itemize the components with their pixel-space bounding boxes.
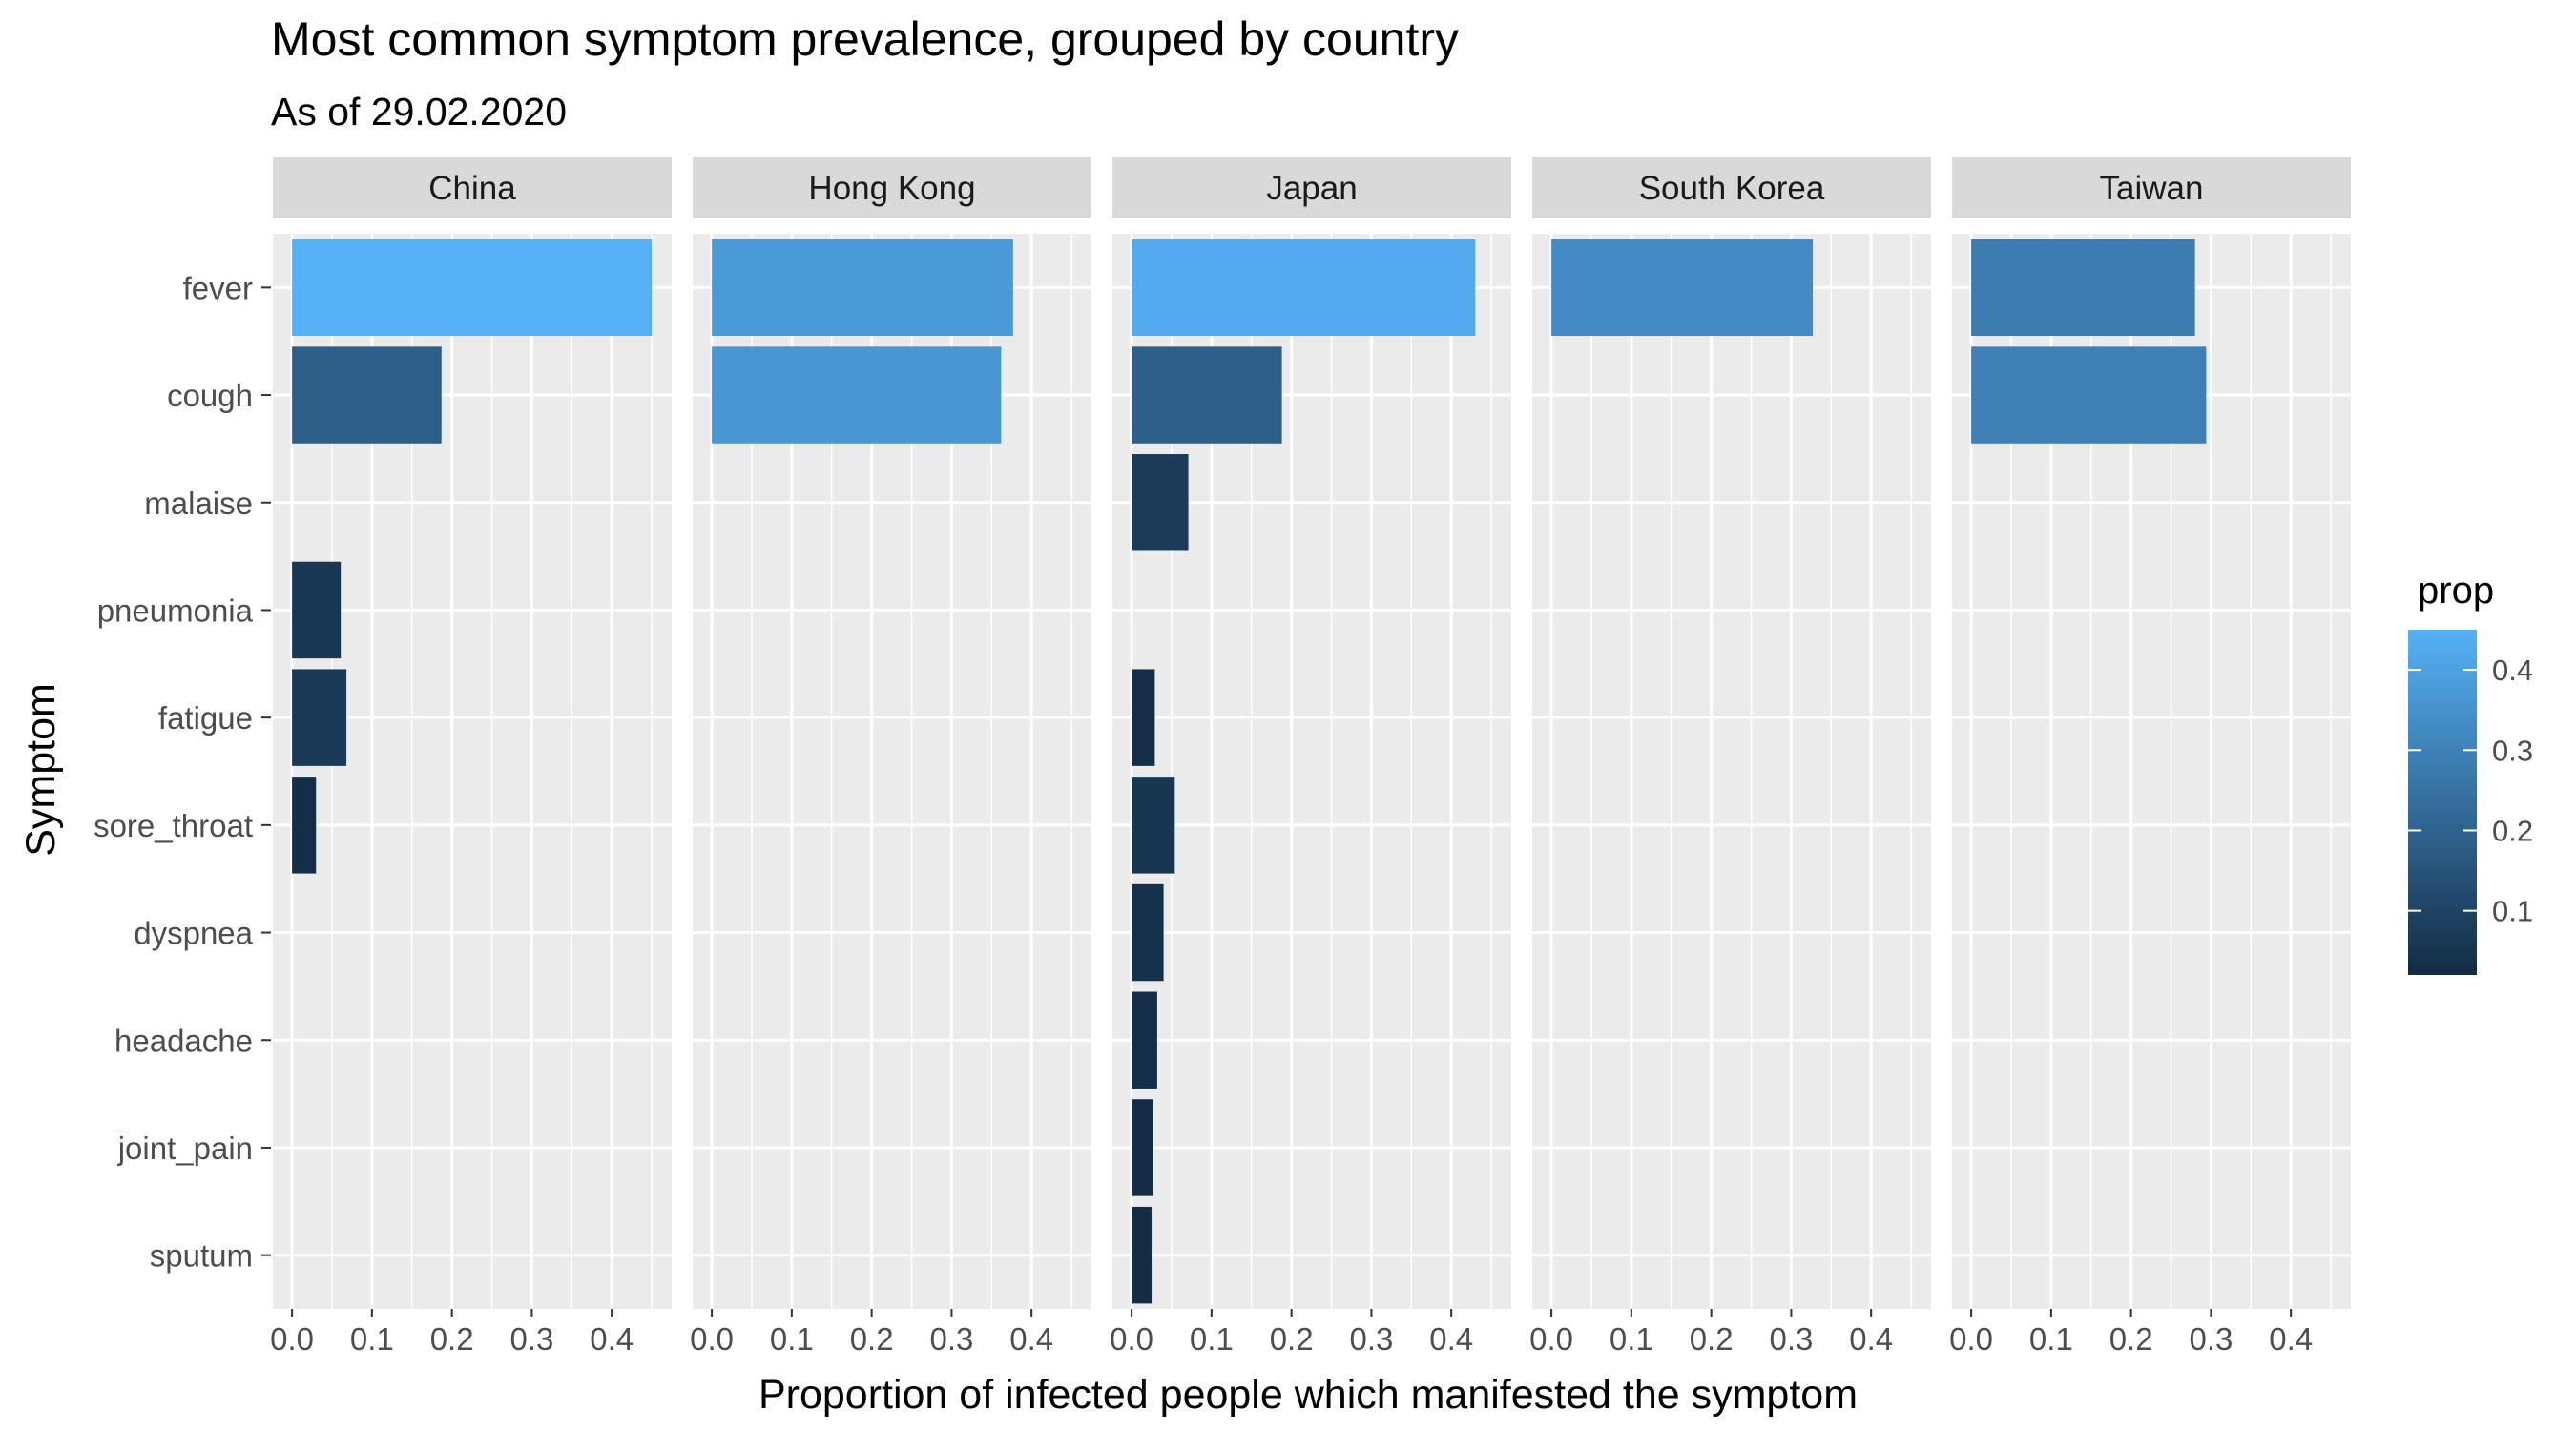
bar-japan-dyspnea xyxy=(1132,883,1164,982)
y-tick-label: joint_pain xyxy=(117,1130,253,1166)
bar-japan-fatigue xyxy=(1132,669,1155,766)
bar-japan-sore_throat xyxy=(1132,777,1175,874)
panel-japan: Japan xyxy=(1112,157,1511,1309)
color-legend: prop 0.1 0.2 0.3 0.4 xyxy=(2408,570,2533,975)
x-tick-label: 0.4 xyxy=(2269,1321,2313,1357)
legend-ticks: 0.1 0.2 0.3 0.4 xyxy=(2408,653,2533,928)
panel-taiwan: Taiwan xyxy=(1952,157,2351,1309)
legend-tick-label: 0.3 xyxy=(2492,734,2533,767)
bar-china-pneumonia xyxy=(292,561,342,659)
bar-south-korea-fever xyxy=(1551,238,1814,337)
panel-china: China xyxy=(273,157,672,1309)
panel-strip xyxy=(1952,157,2351,218)
y-tick-label: sore_throat xyxy=(93,808,253,843)
x-tick-label: 0.0 xyxy=(690,1321,734,1357)
y-tick-label: malaise xyxy=(144,486,253,521)
bar-china-fatigue xyxy=(292,669,347,766)
x-tick-label: 0.3 xyxy=(509,1321,553,1357)
bar-japan-fever xyxy=(1132,238,1476,337)
bar-china-fever xyxy=(292,238,653,337)
chart-title: Most common symptom prevalence, grouped … xyxy=(271,12,1459,66)
bar-japan-joint_pain xyxy=(1132,1099,1153,1196)
y-tick-label: fever xyxy=(183,270,253,305)
bar-hong-kong-cough xyxy=(712,346,1002,444)
bar-japan-headache xyxy=(1132,991,1157,1089)
panel-hong-kong: Hong Kong xyxy=(693,157,1091,1309)
x-axis-taiwan: 0.0 0.1 0.2 0.3 0.4 xyxy=(1949,1309,2313,1357)
y-tick-label: sputum xyxy=(150,1238,253,1274)
bar-japan-cough xyxy=(1132,346,1282,444)
legend-tick-label: 0.4 xyxy=(2492,653,2533,687)
x-tick-label: 0.4 xyxy=(1009,1321,1053,1357)
bar-china-sore_throat xyxy=(292,777,317,874)
legend-tick-label: 0.1 xyxy=(2492,895,2533,928)
x-tick-label: 0.2 xyxy=(1270,1321,1314,1357)
legend-title: prop xyxy=(2418,570,2494,612)
bar-china-cough xyxy=(292,346,442,444)
x-tick-label: 0.3 xyxy=(1769,1321,1813,1357)
x-tick-label: 0.0 xyxy=(1110,1321,1153,1357)
x-tick-label: 0.2 xyxy=(1690,1321,1734,1357)
panel-south-korea: South Korea xyxy=(1532,157,1931,1309)
facet-panels: China Hong Kong Japan South Korea Taiwan xyxy=(273,157,2351,1309)
legend-colorbar xyxy=(2408,630,2477,975)
y-tick-label: fatigue xyxy=(158,700,253,736)
x-tick-label: 0.2 xyxy=(2109,1321,2153,1357)
x-axis-title: Proportion of infected people which mani… xyxy=(758,1372,1858,1418)
bar-hong-kong-fever xyxy=(712,238,1013,337)
x-tick-label: 0.1 xyxy=(2029,1321,2073,1357)
x-tick-label: 0.4 xyxy=(1849,1321,1893,1357)
panel-strip xyxy=(693,157,1091,218)
y-axis-title: Symptom xyxy=(18,683,64,857)
x-tick-label: 0.4 xyxy=(1429,1321,1473,1357)
bar-taiwan-fever xyxy=(1971,238,2195,337)
y-tick-label: dyspnea xyxy=(134,916,253,951)
x-tick-label: 0.0 xyxy=(270,1321,314,1357)
legend-tick-label: 0.2 xyxy=(2492,814,2533,847)
panel-strip xyxy=(1112,157,1511,218)
x-tick-label: 0.1 xyxy=(770,1321,814,1357)
x-tick-label: 0.3 xyxy=(929,1321,973,1357)
bar-taiwan-cough xyxy=(1971,346,2207,444)
x-axis-south-korea: 0.0 0.1 0.2 0.3 0.4 xyxy=(1529,1309,1893,1357)
panel-strip-label: South Korea xyxy=(1639,170,1825,207)
x-tick-label: 0.1 xyxy=(1610,1321,1653,1357)
panel-strip-label: Taiwan xyxy=(2100,170,2204,207)
x-axes: 0.0 0.1 0.2 0.3 0.4 0.0 0.1 0.2 0.3 0.4 0.0 0.1 0.2 0… xyxy=(270,1309,2313,1357)
panel-strip xyxy=(1532,157,1931,218)
y-axis: fever cough malaise pneumonia fatigue sore_th… xyxy=(93,270,271,1274)
x-tick-label: 0.4 xyxy=(590,1321,634,1357)
y-tick-label: cough xyxy=(167,378,253,413)
x-tick-label: 0.3 xyxy=(2189,1321,2233,1357)
panel-strip-label: China xyxy=(428,170,516,207)
panel-strip-label: Hong Kong xyxy=(808,170,975,207)
bar-japan-sputum xyxy=(1132,1206,1153,1304)
panel-background xyxy=(1532,234,1931,1309)
y-tick-label: pneumonia xyxy=(97,592,254,628)
x-tick-label: 0.2 xyxy=(850,1321,894,1357)
x-axis-japan: 0.0 0.1 0.2 0.3 0.4 xyxy=(1110,1309,1473,1357)
x-tick-label: 0.0 xyxy=(1529,1321,1573,1357)
x-tick-label: 0.1 xyxy=(350,1321,394,1357)
x-axis-hong-kong: 0.0 0.1 0.2 0.3 0.4 xyxy=(690,1309,1053,1357)
chart-subtitle: As of 29.02.2020 xyxy=(271,90,567,134)
x-tick-label: 0.1 xyxy=(1190,1321,1234,1357)
panel-strip xyxy=(273,157,672,218)
y-tick-label: headache xyxy=(114,1023,253,1058)
x-tick-label: 0.0 xyxy=(1949,1321,1993,1357)
x-tick-label: 0.2 xyxy=(430,1321,474,1357)
x-axis-china: 0.0 0.1 0.2 0.3 0.4 xyxy=(270,1309,634,1357)
x-tick-label: 0.3 xyxy=(1349,1321,1393,1357)
bar-japan-malaise xyxy=(1132,454,1189,551)
panel-strip-label: Japan xyxy=(1266,170,1357,207)
